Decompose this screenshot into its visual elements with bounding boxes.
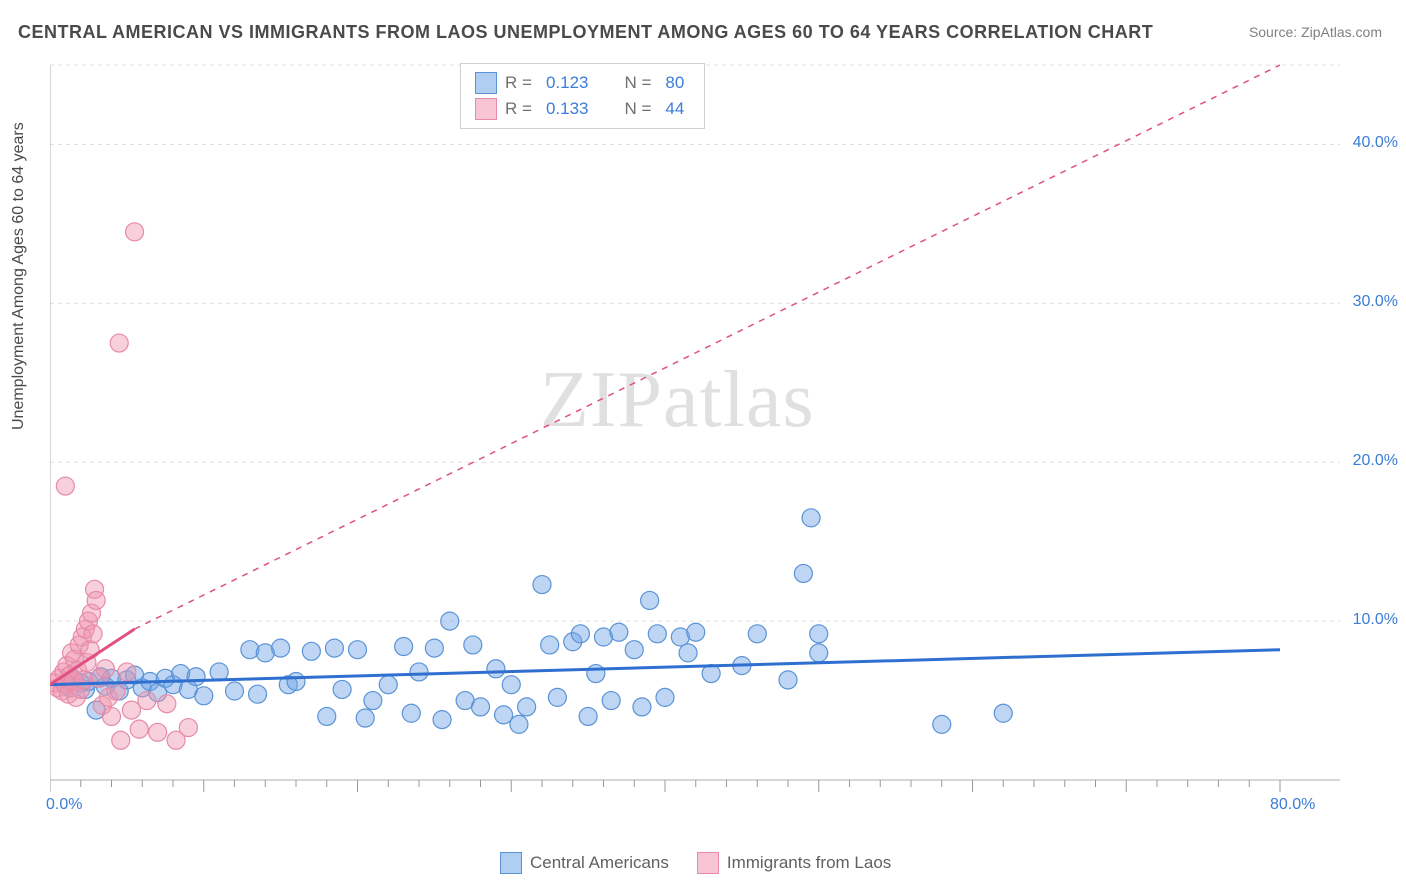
y-axis-tick-label: 30.0%	[1353, 293, 1398, 311]
chart-title: CENTRAL AMERICAN VS IMMIGRANTS FROM LAOS…	[18, 22, 1153, 43]
n-label: N =	[624, 73, 651, 93]
legend-swatch-series1	[475, 72, 497, 94]
y-axis-label: Unemployment Among Ages 60 to 64 years	[10, 122, 28, 430]
legend-label-series1: Central Americans	[530, 853, 669, 873]
n-value-series1: 80	[665, 73, 684, 93]
legend-label-series2: Immigrants from Laos	[727, 853, 891, 873]
source-attribution: Source: ZipAtlas.com	[1249, 24, 1382, 40]
r-label: R =	[505, 73, 532, 93]
r-label: R =	[505, 99, 532, 119]
legend-swatch-series2-bottom	[697, 852, 719, 874]
legend-swatch-series2	[475, 98, 497, 120]
scatter-plot	[50, 60, 1340, 820]
y-axis-tick-label: 20.0%	[1353, 452, 1398, 470]
x-axis-end-label: 80.0%	[1270, 796, 1315, 814]
legend-item-series1: Central Americans	[500, 852, 669, 874]
r-value-series1: 0.123	[546, 73, 589, 93]
legend-stats: R = 0.123 N = 80 R = 0.133 N = 44	[460, 63, 705, 129]
legend-stats-row-2: R = 0.133 N = 44	[475, 96, 690, 122]
x-axis-origin-label: 0.0%	[46, 796, 82, 814]
n-label: N =	[624, 99, 651, 119]
legend-series: Central Americans Immigrants from Laos	[500, 852, 891, 874]
legend-swatch-series1-bottom	[500, 852, 522, 874]
y-axis-tick-label: 10.0%	[1353, 611, 1398, 629]
r-value-series2: 0.133	[546, 99, 589, 119]
legend-stats-row-1: R = 0.123 N = 80	[475, 70, 690, 96]
y-axis-tick-label: 40.0%	[1353, 134, 1398, 152]
n-value-series2: 44	[665, 99, 684, 119]
legend-item-series2: Immigrants from Laos	[697, 852, 891, 874]
